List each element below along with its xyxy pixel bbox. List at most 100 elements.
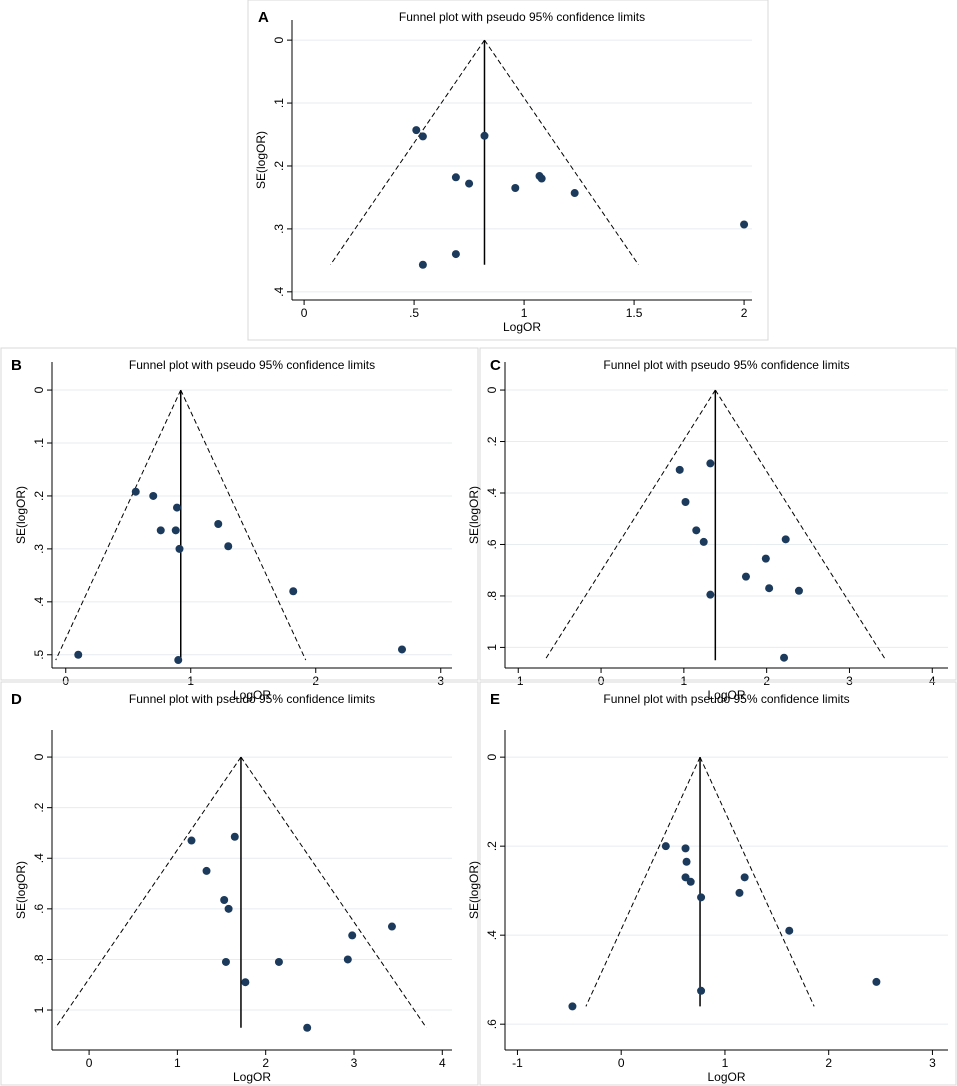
x-tick-label: 0: [598, 674, 605, 688]
panel-letter: C: [490, 357, 501, 374]
x-axis-label: LogOR: [707, 688, 745, 702]
y-tick-label: .3: [32, 544, 46, 554]
y-tick-label: .8: [485, 591, 499, 601]
study-point: [241, 978, 250, 987]
lower-confidence-limit: [330, 39, 485, 266]
study-point: [692, 526, 701, 535]
panel-frame: [479, 347, 957, 681]
study-point: [706, 459, 715, 468]
study-point: [289, 587, 298, 596]
y-axis-label: SE(logOR): [467, 861, 481, 919]
study-point: [681, 873, 690, 882]
chart-title: Funnel plot with pseudo 95% confidence l…: [399, 10, 645, 24]
study-point: [230, 832, 239, 841]
study-point: [343, 955, 352, 964]
y-tick-label: .6: [485, 1019, 499, 1029]
y-tick-label: 0: [485, 386, 499, 393]
study-point: [412, 126, 421, 135]
y-tick-label: .4: [32, 596, 46, 606]
study-point: [785, 926, 794, 935]
study-point: [387, 922, 396, 931]
study-point: [761, 554, 770, 563]
study-point: [511, 184, 520, 192]
lower-confidence-limit: [55, 756, 242, 1029]
x-tick-label: 1: [681, 674, 688, 688]
y-tick-label: .6: [32, 904, 46, 914]
y-axis-label: SE(logOR): [254, 131, 268, 189]
study-point: [570, 189, 579, 198]
study-point: [686, 877, 695, 886]
x-tick-label: 0: [62, 674, 69, 688]
study-point: [697, 986, 706, 995]
y-tick-label: .4: [485, 488, 499, 498]
study-point: [681, 498, 690, 507]
x-axis-label: LogOR: [503, 320, 541, 334]
study-point: [741, 572, 750, 581]
study-point: [794, 586, 803, 595]
x-tick-label: -1: [513, 674, 524, 688]
y-tick-label: .1: [32, 438, 46, 448]
study-point: [74, 650, 83, 659]
y-tick-label: 0: [32, 386, 46, 393]
lower-confidence-limit: [544, 389, 716, 661]
study-point: [740, 220, 749, 229]
study-point: [697, 893, 706, 902]
y-tick-label: .4: [485, 930, 499, 940]
study-point: [418, 260, 427, 269]
study-point: [220, 895, 229, 904]
x-tick-label: 1: [174, 1056, 181, 1070]
study-point: [224, 542, 233, 551]
y-axis-label: SE(logOR): [14, 486, 28, 544]
y-tick-label: .6: [485, 539, 499, 549]
study-point: [303, 1023, 312, 1032]
x-tick-label: 4: [439, 1056, 446, 1070]
x-tick-label: 3: [846, 674, 853, 688]
x-tick-label: 4: [929, 674, 936, 688]
x-axis-label: LogOR: [707, 1070, 745, 1084]
panel-letter: D: [11, 691, 22, 708]
study-point: [451, 250, 460, 259]
y-tick-label: .5: [32, 649, 46, 659]
x-axis-label: LogOR: [233, 1070, 271, 1084]
y-tick-label: .2: [32, 491, 46, 501]
y-tick-label: 0: [485, 753, 499, 760]
y-tick-label: .2: [32, 802, 46, 812]
panel-frame: [0, 347, 479, 681]
study-point: [221, 957, 230, 966]
x-tick-label: 2: [312, 674, 319, 688]
x-tick-label: 3: [351, 1056, 358, 1070]
y-tick-label: .2: [485, 841, 499, 851]
study-point: [740, 873, 749, 882]
study-point: [780, 653, 789, 662]
upper-confidence-limit: [699, 756, 815, 1007]
study-point: [706, 590, 715, 599]
study-point: [274, 957, 283, 966]
study-point: [418, 132, 427, 141]
y-tick-label: .1: [272, 98, 286, 108]
study-point: [480, 131, 489, 140]
study-point: [214, 520, 223, 528]
study-point: [131, 487, 140, 496]
study-point: [699, 537, 708, 546]
panel-letter: E: [490, 691, 500, 708]
study-point: [682, 857, 691, 866]
panel-frame: [247, 0, 769, 341]
y-tick-label: .8: [32, 954, 46, 964]
study-point: [735, 888, 744, 897]
chart-title: Funnel plot with pseudo 95% confidence l…: [129, 358, 375, 372]
x-tick-label: 0: [301, 306, 308, 320]
study-point: [174, 656, 183, 665]
study-point: [568, 1002, 577, 1011]
study-point: [781, 535, 790, 544]
study-point: [171, 526, 180, 535]
panel-frame: [479, 681, 957, 1086]
x-tick-label: 2: [741, 306, 748, 320]
lower-confidence-limit: [585, 756, 701, 1007]
x-axis-label: LogOR: [233, 688, 271, 702]
study-point: [675, 465, 684, 474]
study-point: [765, 584, 774, 593]
y-tick-label: .2: [485, 436, 499, 446]
panel-frame: [0, 681, 479, 1086]
study-point: [451, 173, 460, 182]
x-tick-label: 2: [825, 1056, 832, 1070]
